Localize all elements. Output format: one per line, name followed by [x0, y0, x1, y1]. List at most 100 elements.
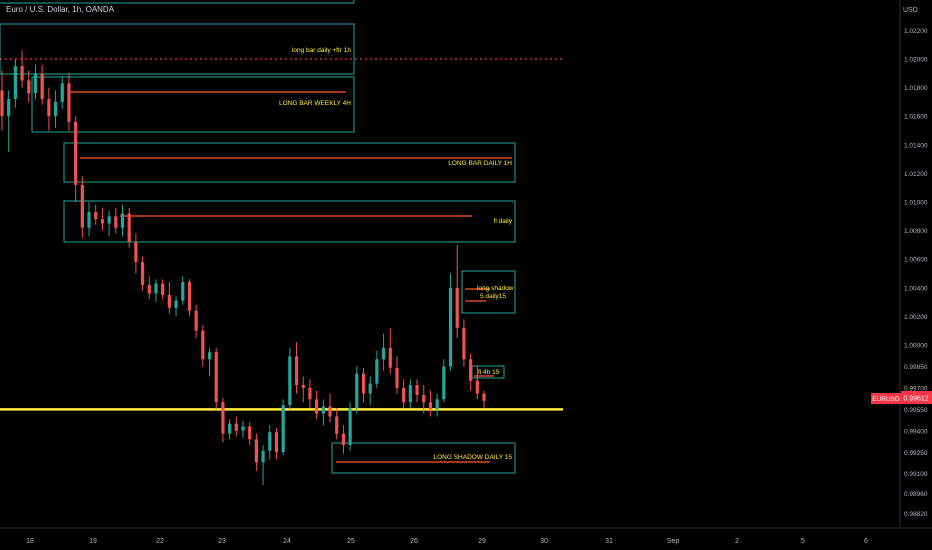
candle[interactable] [127, 207, 131, 248]
candle[interactable] [408, 379, 412, 408]
candle[interactable] [288, 347, 292, 410]
zone-long-bar-daily[interactable] [0, 23, 355, 75]
candle[interactable] [482, 390, 486, 408]
candle-body [288, 356, 292, 406]
candle[interactable] [207, 347, 212, 377]
candle[interactable] [47, 87, 51, 131]
candle[interactable] [361, 367, 366, 403]
candle[interactable] [100, 207, 105, 231]
candle[interactable] [435, 393, 439, 417]
candle[interactable] [475, 366, 479, 400]
candle[interactable] [214, 347, 218, 410]
candle[interactable] [13, 59, 17, 108]
candle[interactable] [120, 204, 125, 237]
candle[interactable] [281, 399, 285, 456]
candle[interactable] [174, 296, 178, 317]
candle[interactable] [194, 304, 198, 338]
candle[interactable] [147, 276, 151, 300]
candle[interactable] [140, 256, 145, 291]
candle[interactable] [107, 210, 111, 237]
candle-body [87, 212, 91, 228]
zone-long-shadow-daily15[interactable] [461, 270, 516, 314]
candle[interactable] [0, 70, 4, 131]
zone-long-shadow-daily-15[interactable] [331, 442, 516, 474]
candle[interactable] [321, 399, 325, 426]
candle[interactable] [7, 90, 11, 152]
zone-long-bar-weekly-4h[interactable] [31, 76, 355, 133]
candle[interactable] [274, 427, 279, 460]
candle[interactable] [94, 204, 98, 225]
candle[interactable] [301, 376, 305, 403]
candle[interactable] [187, 279, 192, 317]
last-price-tag [901, 391, 932, 404]
candle[interactable] [234, 416, 238, 437]
candle[interactable] [422, 385, 426, 414]
candle[interactable] [27, 70, 31, 102]
candle[interactable] [335, 407, 339, 440]
candle[interactable] [308, 379, 312, 408]
candle[interactable] [74, 116, 78, 202]
candle[interactable] [368, 376, 372, 406]
candle-body [475, 380, 479, 394]
zone-fl-daily[interactable] [63, 200, 516, 243]
candle[interactable] [348, 402, 352, 451]
price-tick-label: 0.99400 [904, 428, 928, 435]
candle[interactable] [40, 64, 44, 105]
candle-body [53, 101, 58, 117]
candle[interactable] [134, 233, 138, 274]
candle[interactable] [201, 324, 205, 367]
time-tick-label: 23 [218, 538, 226, 545]
candle[interactable] [462, 319, 466, 367]
candle[interactable] [60, 76, 64, 110]
candle[interactable] [341, 425, 346, 454]
candle-body [388, 347, 392, 368]
candle[interactable] [228, 419, 232, 440]
candle[interactable] [294, 342, 299, 394]
candle[interactable] [388, 327, 392, 374]
candle-body [274, 432, 279, 453]
price-tick-label: 1.00400 [904, 285, 928, 292]
candle[interactable] [80, 176, 84, 238]
candle[interactable] [33, 64, 38, 100]
candle[interactable] [221, 397, 225, 443]
candle[interactable] [375, 350, 379, 388]
candle[interactable] [254, 433, 258, 471]
candle[interactable] [395, 356, 399, 394]
zone-long-bar-daily-1h[interactable] [63, 142, 516, 183]
candle-body [13, 66, 17, 100]
candle-body [187, 282, 192, 311]
candle[interactable] [448, 273, 453, 371]
zone-label-fl-daily: fl daily [494, 218, 513, 225]
candle[interactable] [261, 445, 265, 486]
candle[interactable] [381, 333, 386, 371]
candle[interactable] [442, 359, 446, 403]
candle[interactable] [315, 390, 319, 420]
candle[interactable] [402, 379, 406, 408]
candle[interactable] [328, 393, 332, 423]
candle-body [107, 216, 111, 224]
candle-body [27, 80, 31, 94]
candle[interactable] [241, 420, 245, 438]
candle[interactable] [20, 50, 24, 88]
candle[interactable] [87, 202, 91, 237]
candle[interactable] [181, 276, 185, 305]
candle[interactable] [455, 244, 459, 338]
candle[interactable] [469, 353, 473, 391]
candle-body [47, 99, 51, 117]
candle[interactable] [167, 282, 171, 314]
candle-body [402, 387, 406, 403]
candle[interactable] [355, 366, 359, 414]
candle[interactable] [415, 379, 419, 403]
candle[interactable] [268, 425, 272, 460]
candle-body [469, 359, 473, 381]
candle[interactable] [428, 390, 433, 417]
price-axis[interactable] [900, 0, 932, 528]
candle[interactable] [154, 279, 158, 303]
candle[interactable] [114, 207, 118, 234]
candle[interactable] [161, 279, 165, 300]
time-tick-label: Sep [667, 538, 680, 545]
candle[interactable] [67, 73, 71, 131]
candle[interactable] [53, 90, 58, 128]
candle[interactable] [248, 422, 252, 446]
